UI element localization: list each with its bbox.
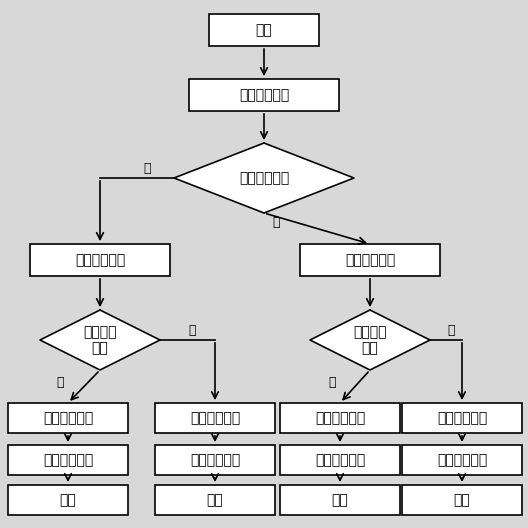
Bar [8, 403, 128, 433]
Text: 电流测量模块: 电流测量模块 [190, 411, 240, 425]
Bar [280, 485, 400, 515]
Text: 结束: 结束 [60, 493, 77, 507]
Bar [280, 403, 400, 433]
Text: 结束: 结束 [454, 493, 470, 507]
Bar [402, 403, 522, 433]
Text: 计算结果显示: 计算结果显示 [315, 453, 365, 467]
Text: 计算结果显示: 计算结果显示 [43, 453, 93, 467]
Text: 计算结果显示: 计算结果显示 [437, 453, 487, 467]
Text: 计算结果显示: 计算结果显示 [190, 453, 240, 467]
Text: 叠加谐波计算: 叠加谐波计算 [239, 171, 289, 185]
Text: 环境参量
调节: 环境参量 调节 [83, 325, 117, 355]
Bar [8, 485, 128, 515]
Text: 电流测量模块: 电流测量模块 [437, 411, 487, 425]
Text: 否: 否 [188, 324, 196, 336]
Text: 是: 是 [328, 375, 336, 389]
Bar [155, 445, 275, 475]
Polygon shape [174, 143, 354, 213]
Bar [8, 445, 128, 475]
Text: 控制参数设置: 控制参数设置 [239, 88, 289, 102]
Bar [155, 485, 275, 515]
Bar [189, 79, 339, 111]
Bar [300, 244, 440, 276]
Text: 是: 是 [56, 375, 64, 389]
Bar [402, 445, 522, 475]
Text: 电流测量模块: 电流测量模块 [315, 411, 365, 425]
Polygon shape [40, 310, 160, 370]
Text: 电源控制模块: 电源控制模块 [75, 253, 125, 267]
Bar [209, 14, 319, 46]
Text: 结束: 结束 [206, 493, 223, 507]
Text: 是: 是 [272, 216, 280, 230]
Bar [280, 445, 400, 475]
Polygon shape [310, 310, 430, 370]
Bar [402, 485, 522, 515]
Text: 结束: 结束 [332, 493, 348, 507]
Text: 否: 否 [143, 162, 151, 174]
Bar [30, 244, 170, 276]
Text: 电流测量模块: 电流测量模块 [43, 411, 93, 425]
Text: 开始: 开始 [256, 23, 272, 37]
Text: 环境参量
调节: 环境参量 调节 [353, 325, 386, 355]
Text: 电源控制模块: 电源控制模块 [345, 253, 395, 267]
Text: 否: 否 [447, 324, 455, 336]
Bar [155, 403, 275, 433]
